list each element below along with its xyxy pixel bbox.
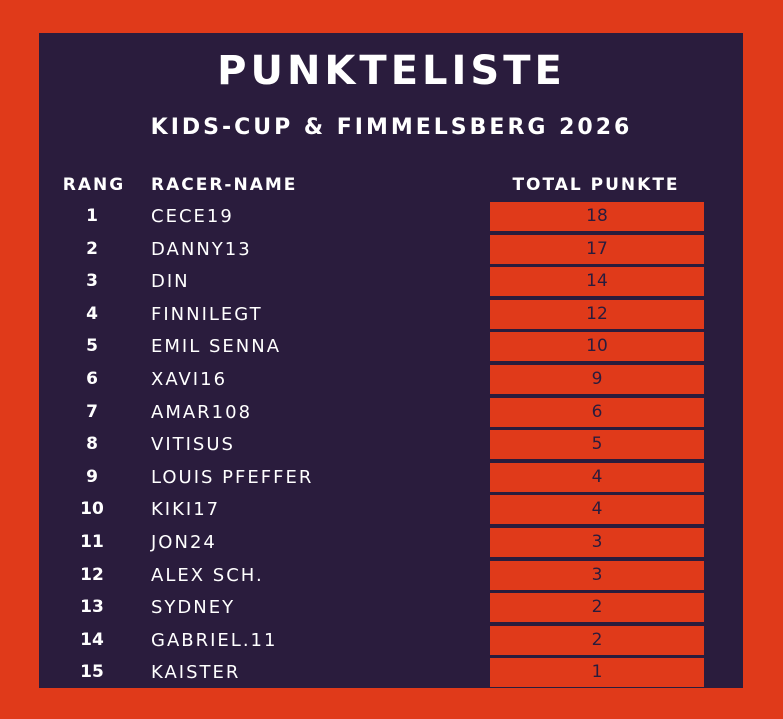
rank-cell: 5	[86, 336, 98, 357]
rank-cell: 2	[86, 238, 98, 259]
racer-name-cell: KAISTER	[151, 662, 241, 684]
table-row: 10 KIKI17 4	[0, 494, 783, 525]
racer-name-cell: CECE19	[151, 206, 234, 227]
racer-name-cell: DANNY13	[151, 238, 252, 260]
total-points-cell: 4	[490, 495, 704, 525]
total-points-cell: 12	[490, 299, 704, 329]
table-row: 1 CECE19 18	[0, 201, 783, 232]
racer-name-cell: LOUIS PFEFFER	[151, 466, 314, 488]
total-points-cell: 9	[490, 365, 704, 394]
table-row: 4 FINNILEGT 12	[0, 299, 783, 330]
rank-cell: 10	[80, 499, 104, 520]
rank-cell: 15	[80, 662, 104, 683]
total-points-cell: 2	[490, 593, 704, 623]
rank-cell: 11	[80, 532, 104, 552]
table-row: 3 DIN 14	[0, 266, 783, 297]
total-points-cell: 3	[490, 528, 704, 557]
total-points-cell: 5	[490, 430, 704, 460]
total-points-cell: 17	[490, 234, 704, 264]
rank-cell: 14	[80, 629, 104, 650]
total-points-cell: 2	[490, 625, 704, 655]
racer-name-cell: VITISUS	[151, 434, 235, 456]
table-row: 11 JON24 3	[0, 527, 783, 558]
rank-cell: 4	[86, 303, 98, 324]
total-points-cell: 4	[490, 462, 704, 492]
table-row: 12 ALEX SCH. 3	[0, 560, 783, 591]
racer-name-cell: AMAR108	[151, 401, 253, 423]
table-row: 6 XAVI16 9	[0, 364, 783, 395]
rank-cell: 8	[86, 434, 98, 455]
racer-name-cell: DIN	[151, 271, 190, 293]
total-points-cell: 14	[490, 267, 704, 297]
page-subtitle: KIDS-CUP & FIMMELSBERG 2026	[150, 115, 633, 140]
table-row: 14 GABRIEL.11 2	[0, 625, 783, 656]
table-row: 8 VITISUS 5	[0, 429, 783, 460]
racer-name-cell: KIKI17	[151, 499, 221, 521]
rank-cell: 6	[86, 369, 98, 389]
total-points-cell: 3	[490, 560, 704, 590]
rank-cell: 13	[80, 597, 104, 618]
racer-name-cell: FINNILEGT	[151, 303, 263, 325]
table-row: 2 DANNY13 17	[0, 234, 783, 265]
column-header-total: TOTAL PUNKTE	[512, 175, 680, 195]
total-points-cell: 1	[490, 658, 704, 688]
rank-cell: 12	[80, 564, 104, 585]
rank-cell: 7	[86, 401, 98, 422]
column-header-name: RACER-NAME	[151, 175, 298, 195]
table-row: 5 EMIL SENNA 10	[0, 331, 783, 362]
racer-name-cell: ALEX SCH.	[151, 564, 264, 586]
total-points-cell: 18	[490, 202, 704, 231]
racer-name-cell: XAVI16	[151, 369, 228, 390]
rank-cell: 9	[86, 466, 98, 487]
table-row: 9 LOUIS PFEFFER 4	[0, 462, 783, 493]
column-header-rank: RANG	[62, 175, 126, 195]
racer-name-cell: SYDNEY	[151, 597, 236, 619]
rank-cell: 1	[86, 206, 98, 226]
racer-name-cell: GABRIEL.11	[151, 629, 278, 651]
table-row: 15 KAISTER 1	[0, 657, 783, 688]
table-row: 13 SYDNEY 2	[0, 592, 783, 623]
table-row: 7 AMAR108 6	[0, 397, 783, 428]
total-points-cell: 6	[490, 397, 704, 427]
page-title: PUNKTELISTE	[217, 48, 566, 94]
racer-name-cell: EMIL SENNA	[151, 336, 282, 358]
total-points-cell: 10	[490, 332, 704, 362]
racer-name-cell: JON24	[151, 532, 217, 553]
rank-cell: 3	[86, 271, 98, 292]
